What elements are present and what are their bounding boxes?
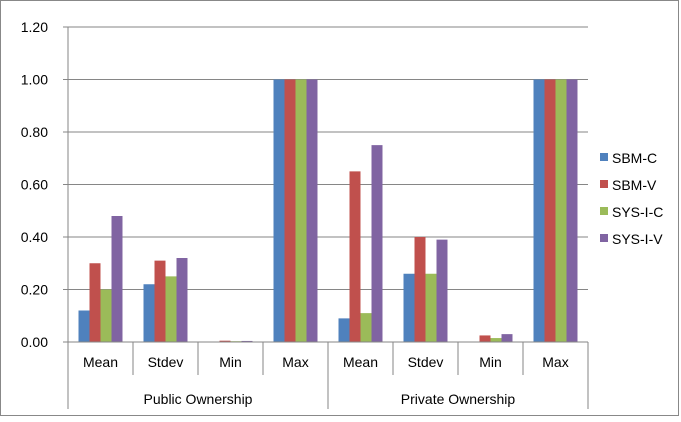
bar-sys-i-v <box>501 334 513 342</box>
y-tick-label: 1.00 <box>21 72 48 88</box>
group-label: Public Ownership <box>144 391 253 407</box>
bar-sbm-v <box>349 171 361 342</box>
bar-sbm-v <box>219 340 231 342</box>
category-label: Mean <box>83 354 118 370</box>
y-tick-label: 0.40 <box>21 229 48 245</box>
bar-sys-i-v <box>566 79 578 342</box>
legend-swatch <box>600 207 608 215</box>
axes: 0.00 0.20 0.40 0.60 0.80 1.00 1.20 Mean Stdev Min… <box>21 19 589 409</box>
legend-swatch <box>600 234 608 242</box>
y-tick-label: 0.20 <box>21 282 48 298</box>
bar-sbm-v <box>544 79 556 342</box>
y-tick-label: 0.80 <box>21 124 48 140</box>
legend-swatch <box>600 153 608 161</box>
category-label: Mean <box>343 354 378 370</box>
category-label: Stdev <box>148 354 184 370</box>
category-label: Stdev <box>408 354 444 370</box>
bar-sbm-v <box>479 335 491 342</box>
bar-sbm-c <box>78 310 90 342</box>
bar-sys-i-c <box>295 79 307 342</box>
bar-sbm-c <box>273 79 285 342</box>
legend: SBM-C SBM-V SYS-I-C SYS-I-V <box>600 150 663 247</box>
bar-sys-i-v <box>241 340 253 342</box>
y-tick-label: 0.00 <box>21 334 48 350</box>
legend-swatch <box>600 180 608 188</box>
group-label: Private Ownership <box>401 391 516 407</box>
bar-sys-i-c <box>360 313 372 342</box>
category-label: Min <box>219 354 242 370</box>
bar-sbm-c <box>403 273 415 342</box>
bar-sys-i-c <box>165 276 177 342</box>
y-tick-label: 1.20 <box>21 19 48 35</box>
bars <box>78 79 578 342</box>
bar-sys-i-v <box>436 239 448 342</box>
y-tick-label: 0.60 <box>21 177 48 193</box>
bar-sbm-v <box>414 237 426 342</box>
category-label: Min <box>479 354 502 370</box>
bar-sys-i-c <box>490 338 502 342</box>
bar-sys-i-c <box>100 289 112 342</box>
legend-label: SBM-V <box>612 177 657 193</box>
bar-sbm-c <box>143 284 155 342</box>
category-label: Max <box>542 354 568 370</box>
bar-sbm-v <box>154 260 166 342</box>
legend-label: SYS-I-V <box>612 231 663 247</box>
bar-sbm-c <box>338 318 350 342</box>
category-label: Max <box>282 354 308 370</box>
bar-sys-i-c <box>425 273 437 342</box>
legend-label: SYS-I-C <box>612 204 663 220</box>
bar-sbm-c <box>533 79 545 342</box>
bar-sbm-v <box>89 263 101 342</box>
bar-sys-i-v <box>111 216 123 342</box>
bar-sys-i-v <box>176 258 188 342</box>
bar-sbm-v <box>284 79 296 342</box>
bar-sys-i-v <box>371 145 383 342</box>
bar-sys-i-v <box>306 79 318 342</box>
bar-sys-i-c <box>555 79 567 342</box>
legend-label: SBM-C <box>612 150 657 166</box>
